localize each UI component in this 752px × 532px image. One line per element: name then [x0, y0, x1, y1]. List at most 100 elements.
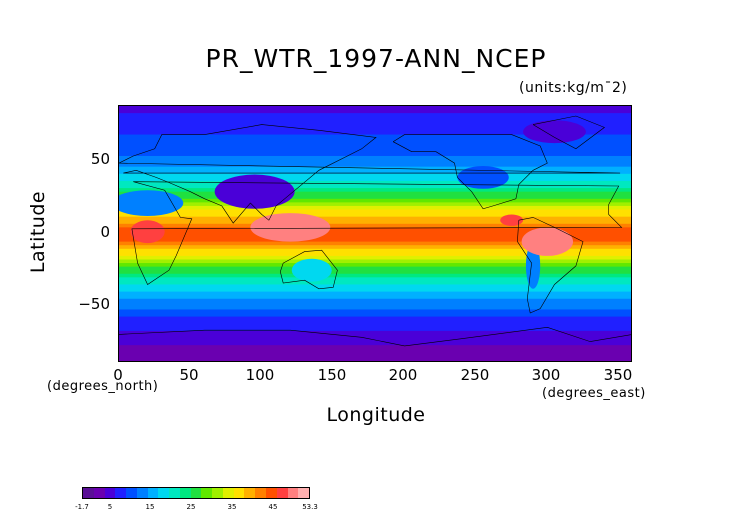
latitude-band [119, 159, 631, 164]
colorbar-swatch [233, 488, 245, 498]
colorbar-swatch [179, 488, 191, 498]
x-axis-label: Longitude [326, 404, 426, 426]
latitude-band [119, 277, 631, 282]
latitude-band [119, 284, 631, 289]
sahara-dry [119, 190, 184, 216]
latitude-band [119, 230, 631, 236]
latitude-band [119, 298, 631, 303]
latitude-band [119, 234, 631, 239]
coastline [392, 134, 548, 210]
latitude-band [119, 255, 631, 261]
colorbar-swatch [147, 488, 159, 498]
latitude-band [119, 109, 631, 114]
x-tick-150: 150 [317, 366, 347, 384]
latitude-band [119, 355, 631, 361]
maritime-continent-moist [250, 213, 331, 242]
colorbar-swatch [169, 488, 180, 498]
coastline [119, 326, 631, 347]
coastline [517, 217, 584, 314]
coastline [131, 181, 623, 285]
latitude-band [119, 227, 631, 232]
coastline [279, 249, 338, 290]
x-tick-200: 200 [388, 366, 418, 384]
units-label: (units:kg/m¯2) [519, 80, 628, 96]
colorbar-swatch [287, 488, 299, 498]
colorbar-swatch [126, 488, 137, 498]
latitude-band [119, 173, 631, 178]
latitude-band [119, 238, 631, 243]
latitude-band [119, 205, 631, 211]
colorbar [82, 487, 310, 499]
latitude-band [119, 270, 631, 275]
colorbar-swatch [136, 488, 148, 498]
x-tick-50: 50 [179, 366, 199, 384]
colorbar-swatch [158, 488, 170, 498]
latitude-band [119, 305, 631, 311]
latitude-band [119, 316, 631, 321]
latitude-band [119, 202, 631, 207]
latitude-band [119, 141, 631, 146]
colorbar-label: 53.3 [302, 503, 318, 511]
latitude-band [119, 220, 631, 225]
latitude-band [119, 302, 631, 307]
latitude-band [119, 309, 631, 314]
latitude-band [119, 209, 631, 214]
latitude-band [119, 341, 631, 346]
latitude-band [119, 163, 631, 168]
latitude-band [119, 334, 631, 339]
x-tick-0: 0 [113, 366, 123, 384]
colorbar-swatch [298, 488, 310, 498]
greenland-dry [523, 120, 586, 144]
map-svg [119, 106, 631, 361]
latitude-band [119, 241, 631, 246]
colorbar-label: 15 [145, 503, 155, 511]
colorbar-swatch [212, 488, 223, 498]
chart-title: PR_WTR_1997-ANN_NCEP [205, 44, 547, 73]
latitude-band [119, 120, 631, 125]
colorbar-swatch [190, 488, 202, 498]
latitude-band [119, 130, 631, 136]
colorbar-label: 35 [227, 503, 237, 511]
tibetan-plateau-dry [214, 174, 295, 209]
latitude-band [119, 177, 631, 182]
latitude-band [119, 313, 631, 318]
latitude-band [119, 288, 631, 293]
colorbar-swatch [244, 488, 256, 498]
latitude-band [119, 273, 631, 278]
latitude-band [119, 223, 631, 228]
x-tick-250: 250 [460, 366, 490, 384]
colorbar-label: 5 [107, 503, 113, 511]
latitude-band [119, 291, 631, 296]
latitude-band [119, 180, 631, 186]
colorbar-swatch [104, 488, 116, 498]
latitude-band [119, 280, 631, 286]
latitude-band [119, 195, 631, 200]
colorbar-swatch [201, 488, 213, 498]
latitude-band [119, 348, 631, 353]
latitude-band [119, 320, 631, 325]
coastline [119, 124, 621, 224]
y-tick-50: 50 [90, 150, 110, 168]
latitude-band [119, 259, 631, 264]
latitude-band [119, 248, 631, 253]
amazon-moist [521, 227, 574, 256]
colorbar-label: 25 [186, 503, 196, 511]
colorbar-swatch [276, 488, 288, 498]
latitude-band [119, 345, 631, 350]
latitude-band [119, 327, 631, 332]
colorbar-swatch [266, 488, 277, 498]
rockies-dry [457, 165, 509, 189]
colorbar-swatch [83, 488, 94, 498]
latitude-band [119, 216, 631, 221]
latitude-band [119, 252, 631, 257]
latitude-band [119, 145, 631, 150]
latitude-band [119, 170, 631, 175]
latitude-band [119, 213, 631, 218]
congo-moist [130, 220, 165, 244]
latitude-band [119, 138, 631, 143]
latitude-band [119, 191, 631, 196]
latitude-band [119, 295, 631, 300]
central-america-moist [500, 214, 524, 226]
latitude-band [119, 152, 631, 157]
colorbar-swatch [115, 488, 127, 498]
